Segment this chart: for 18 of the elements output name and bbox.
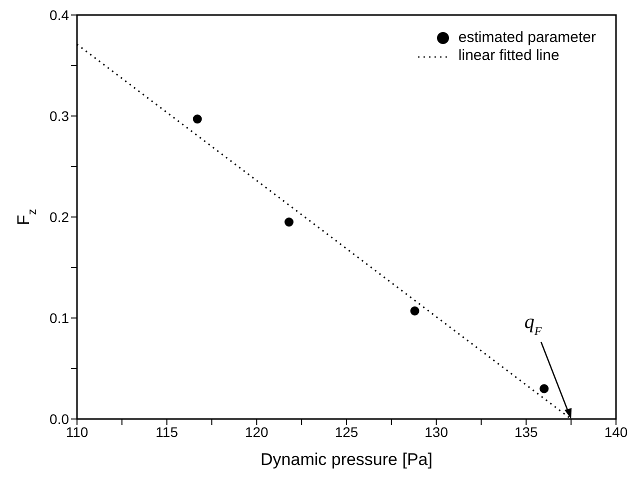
point — [192, 114, 202, 124]
point — [540, 384, 549, 394]
point — [284, 218, 294, 227]
legend-label: linear fitted line — [458, 47, 560, 65]
x-tick-label: 140 — [604, 424, 628, 440]
x-tick-label: 130 — [424, 424, 448, 440]
y-tick-label: 0.4 — [50, 6, 70, 23]
x-tick-label: 115 — [156, 424, 178, 440]
y-tick-label: 0.2 — [50, 208, 70, 225]
annotation: q$_{F}$ — [524, 311, 542, 338]
point — [410, 306, 420, 316]
x-axis-title: Dynamic pressure [Pa] — [260, 450, 432, 469]
x-tick-label: 135 — [514, 424, 538, 440]
legend-label: estimated parameter — [458, 29, 596, 47]
y-tick-label: 0.3 — [50, 108, 70, 124]
y-tick-label: 0.1 — [50, 310, 70, 326]
x-tick-label: 120 — [244, 424, 269, 440]
x-tick-label: 125 — [334, 424, 358, 440]
